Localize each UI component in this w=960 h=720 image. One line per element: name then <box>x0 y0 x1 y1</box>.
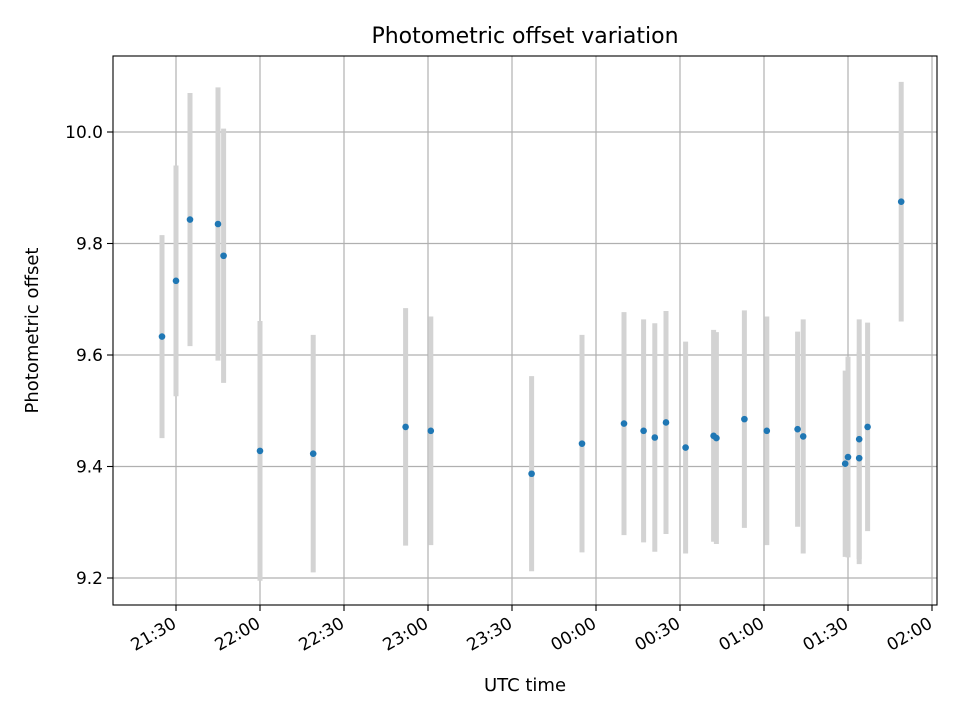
y-tick-label: 9.8 <box>76 235 103 255</box>
data-point <box>158 333 166 340</box>
x-tick-label: 02:00 <box>884 614 936 656</box>
data-points <box>158 198 905 478</box>
data-point <box>220 252 227 260</box>
x-axis-ticks: 21:30 22:00 22:30 23:00 23:30 00:00 00:30 01:00… <box>128 605 936 656</box>
y-tick-label: 9.4 <box>76 458 103 478</box>
y-axis-label: Photometric offset <box>22 248 43 414</box>
x-tick-label: 21:30 <box>128 614 180 656</box>
data-point <box>662 419 670 426</box>
data-point <box>844 453 852 461</box>
data-point <box>763 427 771 435</box>
data-point <box>794 425 801 433</box>
x-tick-label: 22:30 <box>296 614 348 656</box>
data-point <box>897 198 905 205</box>
data-point <box>741 415 748 423</box>
data-point <box>186 216 194 223</box>
data-point <box>256 447 264 455</box>
x-tick-label: 01:30 <box>800 614 852 656</box>
y-axis-ticks: 9.2 9.4 9.6 9.8 10.0 <box>65 123 113 589</box>
grid <box>113 56 937 605</box>
x-tick-label: 01:00 <box>716 614 768 656</box>
data-point <box>713 434 720 442</box>
x-axis-label: UTC time <box>484 675 566 696</box>
data-point <box>309 450 317 457</box>
data-point <box>682 444 689 451</box>
x-tick-label: 22:00 <box>212 614 264 656</box>
data-point <box>172 277 180 285</box>
x-tick-label: 23:30 <box>464 614 516 656</box>
y-tick-label: 9.6 <box>76 346 103 366</box>
data-point <box>402 423 409 431</box>
x-tick-label: 23:00 <box>380 614 432 656</box>
x-tick-label: 00:30 <box>632 614 684 656</box>
data-point <box>864 423 871 431</box>
data-point <box>799 433 807 440</box>
data-point <box>855 454 863 462</box>
chart-title: Photometric offset variation <box>371 24 678 49</box>
y-tick-label: 9.2 <box>76 569 103 589</box>
data-point <box>214 220 222 228</box>
data-point <box>841 460 849 468</box>
data-point <box>640 427 647 435</box>
data-point <box>578 440 586 447</box>
data-point <box>620 420 628 427</box>
plot-frame <box>112 55 938 606</box>
data-point <box>855 435 863 443</box>
x-tick-label: 00:00 <box>548 614 600 656</box>
data-point <box>651 434 659 441</box>
y-tick-label: 10.0 <box>65 123 103 143</box>
data-point <box>427 427 435 435</box>
data-point <box>528 470 535 478</box>
error-bars <box>159 81 904 581</box>
